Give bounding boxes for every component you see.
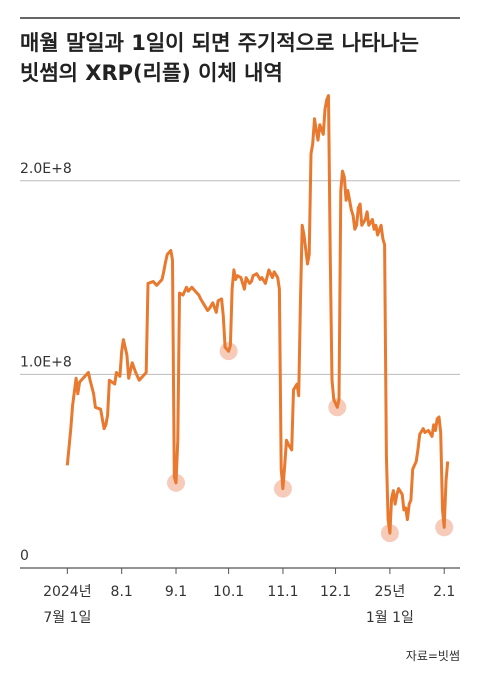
x-tick-label: 9.1 <box>165 584 187 600</box>
x-tick-label: 25년 <box>375 584 406 600</box>
x-tick-label: 2024년 <box>43 584 92 600</box>
x-tick-label: 2.1 <box>433 584 455 600</box>
x-tick-label: 1월 1일 <box>366 610 414 626</box>
chart-title: 매월 말일과 1일이 되면 주기적으로 나타나는 <box>20 31 419 55</box>
y-tick-label: 1.0E+8 <box>20 354 72 370</box>
x-tick-label: 11.1 <box>267 584 298 600</box>
x-tick-label: 10.1 <box>213 584 244 600</box>
x-tick-label: 8.1 <box>111 584 133 600</box>
y-tick-label: 0 <box>20 548 29 564</box>
source: 자료=빗썸 <box>406 649 460 663</box>
x-tick-label: 12.1 <box>320 584 351 600</box>
y-tick-label: 2.0E+8 <box>20 161 72 177</box>
chart-title: 빗썸의 XRP(리플) 이체 내역 <box>20 61 283 85</box>
x-tick-label: 7월 1일 <box>43 610 91 626</box>
data-line <box>65 94 450 535</box>
